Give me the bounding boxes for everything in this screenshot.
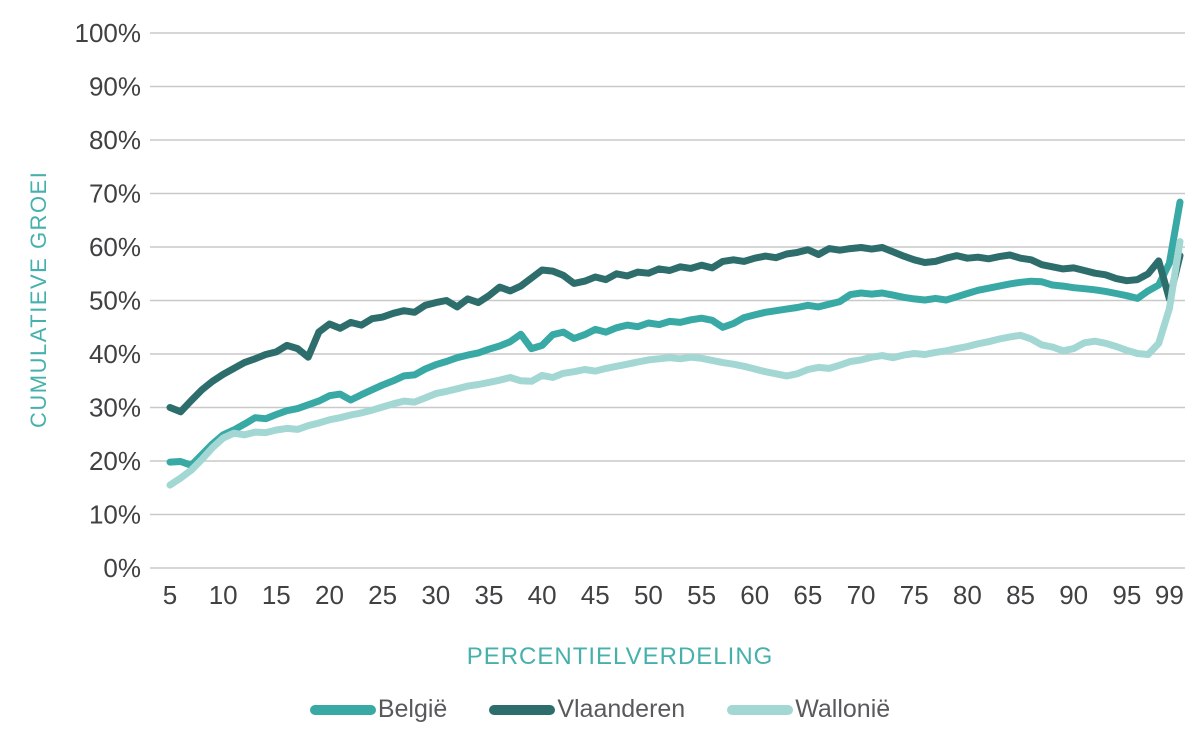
- x-tick-label: 40: [528, 580, 557, 610]
- legend-swatch-wallonie: [727, 704, 794, 715]
- chart-legend: België Vlaanderen Wallonië: [0, 695, 1200, 724]
- x-tick-label: 60: [740, 580, 769, 610]
- horizontal-gridlines: [150, 32, 1185, 569]
- x-tick-label: 99: [1155, 580, 1184, 610]
- x-tick-label: 5: [163, 580, 177, 610]
- x-tick-label: 30: [421, 580, 450, 610]
- legend-label-wallonie: Wallonië: [795, 695, 891, 723]
- y-tick-label: 90%: [89, 72, 141, 102]
- legend-item-vlaanderen: Vlaanderen: [489, 695, 685, 724]
- series-line-vlaanderen: [166, 244, 1184, 416]
- y-tick-label: 70%: [89, 179, 141, 209]
- x-tick-label: 20: [315, 580, 344, 610]
- legend-item-wallonie: Wallonië: [727, 695, 890, 724]
- y-tick-label: 10%: [89, 500, 141, 530]
- x-tick-label: 65: [793, 580, 822, 610]
- x-tick-label: 75: [900, 580, 929, 610]
- y-tick-label: 30%: [89, 393, 141, 423]
- series-line-belgie: [166, 198, 1184, 469]
- y-axis-title: CUMULATIEVE GROEI: [26, 170, 51, 428]
- x-tick-label: 10: [209, 580, 238, 610]
- x-tick-label: 95: [1112, 580, 1141, 610]
- y-tick-label: 40%: [89, 339, 141, 369]
- y-tick-label: 50%: [89, 286, 141, 316]
- x-axis-title: PERCENTIELVERDELING: [466, 643, 774, 670]
- y-tick-label: 0%: [103, 553, 141, 583]
- x-tick-label: 50: [634, 580, 663, 610]
- legend-swatch-vlaanderen: [489, 704, 556, 715]
- x-tick-label: 80: [953, 580, 982, 610]
- y-axis-tick-labels: 0% 10% 20% 30% 40% 50% 60% 70% 80% 90% 100%: [75, 18, 142, 583]
- y-tick-label: 60%: [89, 232, 141, 262]
- legend-label-belgie: België: [377, 695, 448, 723]
- y-tick-label: 20%: [89, 446, 141, 476]
- x-tick-label: 35: [474, 580, 503, 610]
- x-tick-label: 70: [847, 580, 876, 610]
- series-line-wallonie: [166, 238, 1184, 489]
- y-tick-label: 100%: [75, 18, 142, 48]
- legend-item-belgie: België: [309, 695, 448, 724]
- x-tick-label: 85: [1006, 580, 1035, 610]
- x-tick-label: 45: [581, 580, 610, 610]
- x-tick-label: 25: [368, 580, 397, 610]
- x-tick-label: 15: [262, 580, 291, 610]
- x-tick-label: 90: [1059, 580, 1088, 610]
- x-axis-tick-labels: 5 10 15 20 25 30 35 40 45 50 55 60 65 70 75 80 85 90 95 99: [163, 580, 1184, 610]
- x-tick-label: 55: [687, 580, 716, 610]
- y-tick-label: 80%: [89, 125, 141, 155]
- legend-label-vlaanderen: Vlaanderen: [557, 695, 686, 723]
- legend-swatch-belgie: [309, 704, 376, 715]
